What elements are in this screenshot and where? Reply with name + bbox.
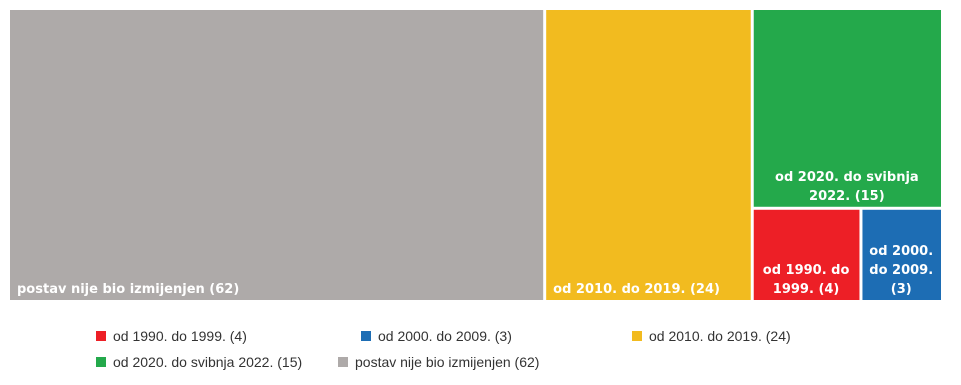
legend-item-1990-1999[interactable]: od 1990. do 1999. (4) — [96, 328, 361, 344]
treemap-tile-od-2000-do-2009-3[interactable]: od 2000. do 2009. (3) — [862, 209, 941, 300]
treemap-label-od-1990-do-1999-4: 1999. (4) — [773, 282, 840, 297]
treemap-label-postav-nije-bio-izmijenjen-62: postav nije bio izmijenjen (62) — [17, 282, 239, 297]
treemap-rect-od-2010-do-2019-24 — [546, 10, 751, 300]
treemap-label-od-1990-do-1999-4: od 1990. do — [763, 263, 850, 278]
legend-swatch-2010-2019 — [632, 331, 642, 341]
treemap-rect-postav-nije-bio-izmijenjen-62 — [10, 10, 544, 300]
treemap-label-od-2000-do-2009-3: od 2000. — [869, 244, 933, 259]
treemap-tile-postav-nije-bio-izmijenjen-62[interactable]: postav nije bio izmijenjen (62) — [10, 10, 544, 300]
legend-item-2000-2009[interactable]: od 2000. do 2009. (3) — [361, 328, 632, 344]
legend-label-2000-2009: od 2000. do 2009. (3) — [378, 328, 512, 344]
treemap-rect-od-2000-do-2009-3 — [862, 209, 941, 300]
legend-row: od 1990. do 1999. (4) od 2000. do 2009. … — [96, 323, 876, 349]
legend-item-unchanged[interactable]: postav nije bio izmijenjen (62) — [338, 354, 539, 370]
legend-label-2010-2019: od 2010. do 2019. (24) — [649, 328, 791, 344]
legend-swatch-2000-2009 — [361, 331, 371, 341]
treemap-tile-od-2020-do-svibnja-2022-15[interactable]: od 2020. do svibnja 2022. (15) — [753, 10, 941, 207]
treemap-label-od-2020-do-svibnja-2022-15: od 2020. do svibnja — [775, 170, 919, 185]
legend-label-unchanged: postav nije bio izmijenjen (62) — [355, 354, 540, 370]
treemap-rect-od-2020-do-svibnja-2022-15 — [753, 10, 941, 207]
legend: od 1990. do 1999. (4) od 2000. do 2009. … — [96, 323, 876, 375]
treemap-tile-od-2010-do-2019-24[interactable]: od 2010. do 2019. (24) — [546, 10, 751, 300]
legend-swatch-1990-1999 — [96, 331, 106, 341]
legend-swatch-unchanged — [338, 357, 348, 367]
legend-item-2010-2019[interactable]: od 2010. do 2019. (24) — [632, 328, 791, 344]
treemap-tile-od-1990-do-1999-4[interactable]: od 1990. do 1999. (4) — [753, 209, 860, 300]
treemap-rect-od-1990-do-1999-4 — [753, 209, 860, 300]
legend-label-2020-2022: od 2020. do svibnja 2022. (15) — [113, 354, 303, 370]
treemap-label-od-2000-do-2009-3: (3) — [891, 282, 912, 297]
legend-row: od 2020. do svibnja 2022. (15) postav ni… — [96, 349, 876, 375]
legend-swatch-2020-2022 — [96, 357, 106, 367]
treemap-label-od-2010-do-2019-24: od 2010. do 2019. (24) — [553, 282, 720, 297]
treemap-label-od-2020-do-svibnja-2022-15: 2022. (15) — [809, 189, 885, 204]
legend-label-1990-1999: od 1990. do 1999. (4) — [113, 328, 247, 344]
treemap-label-od-2000-do-2009-3: do 2009. — [869, 263, 933, 278]
legend-item-2020-2022[interactable]: od 2020. do svibnja 2022. (15) — [96, 354, 338, 370]
